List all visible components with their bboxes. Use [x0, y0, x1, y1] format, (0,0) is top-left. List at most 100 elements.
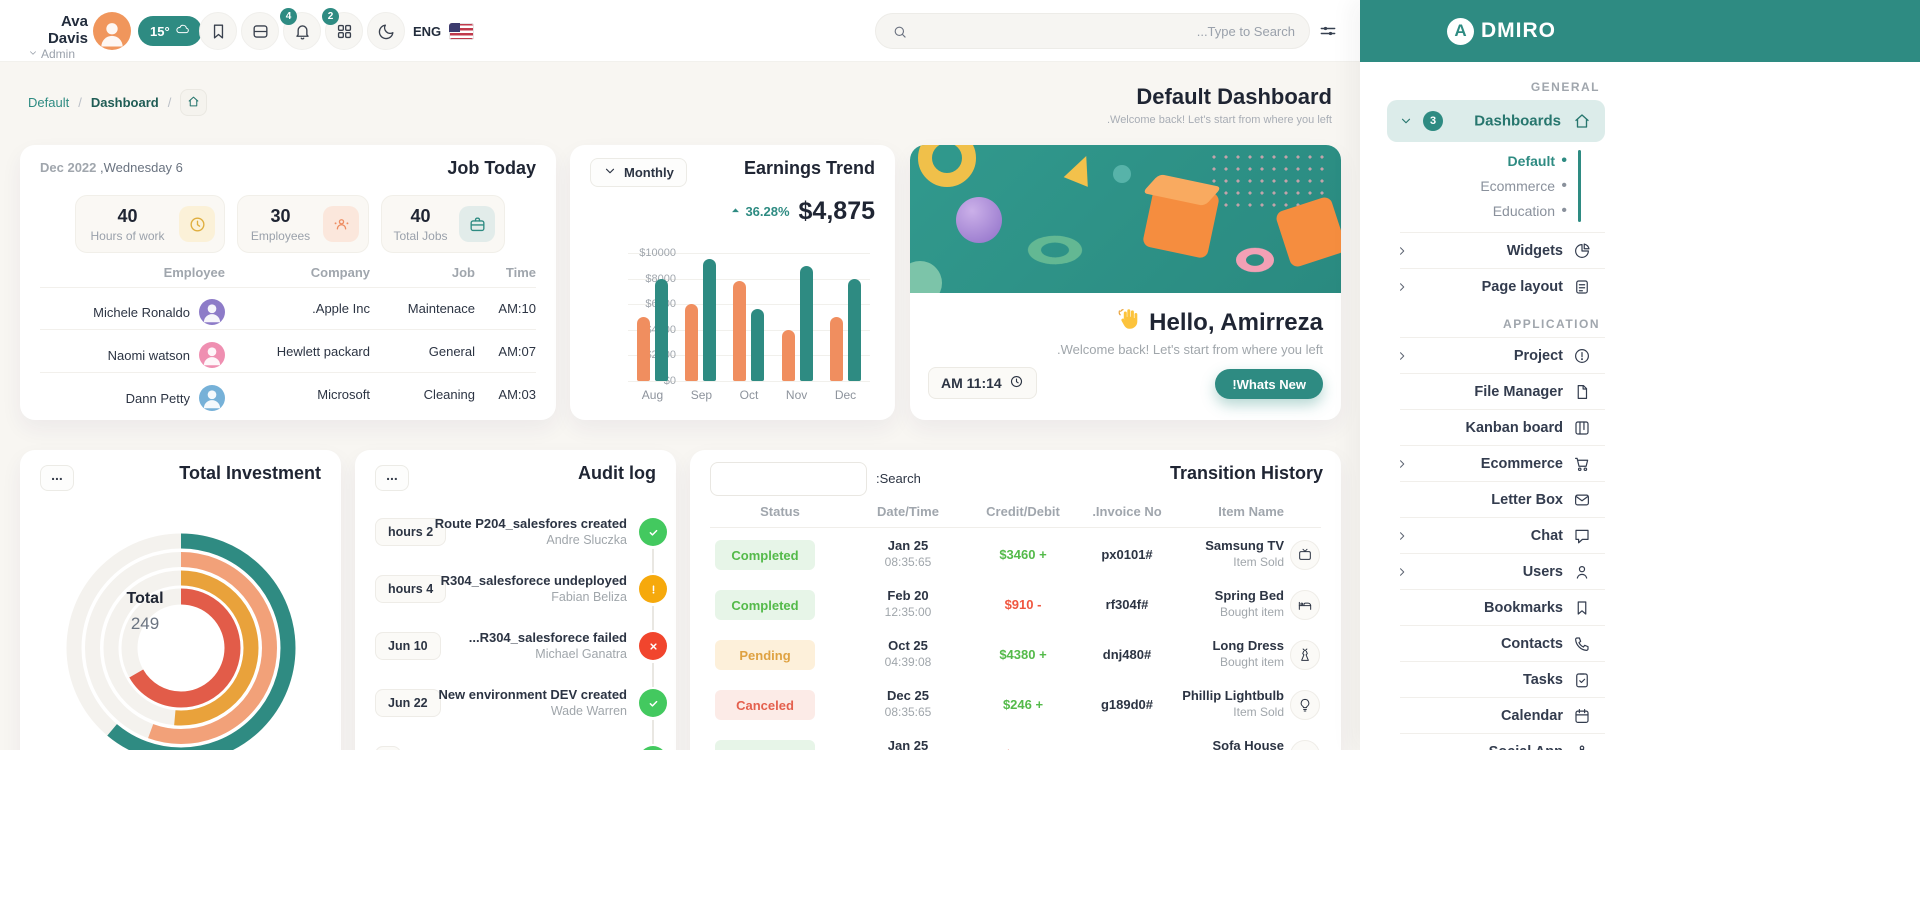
audit-date-chip[interactable]: hours 4	[375, 575, 447, 603]
sidebar-item-ecommerce[interactable]: Ecommerce	[1387, 446, 1605, 481]
sidebar-item-calendar[interactable]: Calendar	[1387, 698, 1605, 733]
sidebar-item-letter-box[interactable]: Letter Box	[1387, 482, 1605, 517]
employee-avatar[interactable]	[199, 385, 225, 411]
bookmark-button[interactable]	[199, 12, 237, 50]
trans-date: Oct 25	[888, 638, 928, 653]
employee-avatar[interactable]	[199, 342, 225, 368]
audit-date-chip[interactable]: Jun 10	[375, 632, 441, 660]
weather-pill[interactable]: 15°	[138, 16, 202, 46]
job-col-employee: Employee	[163, 265, 225, 280]
bar[interactable]	[685, 304, 699, 381]
trans-date: Dec 25	[887, 688, 929, 703]
trans-item-name: Spring Bed	[1214, 588, 1284, 603]
employee-avatar[interactable]	[199, 299, 225, 325]
trans-amount: $920 -	[968, 747, 1078, 750]
audit-date-chip[interactable]: hours 2	[375, 518, 447, 546]
bookmark-icon	[209, 22, 228, 41]
sidebar-item-dashboards[interactable]: 3 Dashboards	[1387, 100, 1605, 142]
card-menu-button[interactable]: ...	[375, 465, 409, 491]
trans-item-name: Long Dress	[1212, 638, 1284, 653]
sidebar-item-users[interactable]: Users	[1387, 554, 1605, 589]
trans-invoice: #	[1072, 747, 1182, 750]
dots-pattern	[1208, 151, 1328, 209]
search-input[interactable]	[916, 14, 1295, 48]
trans-col: .Invoice No	[1092, 504, 1162, 519]
sidebar-item-bookmarks[interactable]: Bookmarks	[1387, 590, 1605, 625]
sidebar-subitem-default[interactable]: Default •	[1507, 151, 1567, 169]
sliders-icon[interactable]	[1318, 21, 1338, 46]
breadcrumb: Default / Dashboard /	[28, 89, 208, 116]
audit-user: Wade Warren	[550, 704, 627, 718]
bar[interactable]	[751, 309, 765, 381]
sidebar-item-contacts[interactable]: Contacts	[1387, 626, 1605, 661]
sidebar-item-project[interactable]: Project	[1387, 338, 1605, 373]
status-badge: Completed	[715, 540, 815, 570]
stat-value: 40	[410, 205, 431, 226]
sofa-icon	[1290, 740, 1320, 750]
trans-col: Status	[760, 504, 800, 519]
trans-item-sub: Bought item	[1219, 655, 1284, 669]
stat-value: 30	[270, 205, 291, 226]
store-button[interactable]: 2	[322, 8, 363, 50]
panel-button[interactable]	[241, 12, 279, 50]
period-dropdown[interactable]: Monthly	[590, 158, 687, 187]
audit-log-card: ... Audit log hours 2 Route P204_salesfor…	[355, 450, 676, 750]
trans-date: Jan 25	[887, 538, 929, 553]
investment-ring	[103, 570, 259, 726]
bar[interactable]	[848, 279, 862, 381]
sidebar-item-page-layout[interactable]: Page layout	[1387, 269, 1605, 304]
sidebar-item-social-app[interactable]: Social App	[1387, 734, 1605, 750]
sidebar-item-widgets[interactable]: Widgets	[1387, 233, 1605, 268]
moon-button[interactable]	[367, 12, 405, 50]
y-tick: $8000	[616, 273, 676, 285]
logo-mark-icon: A	[1447, 17, 1474, 45]
user-name[interactable]: Ava Davis	[47, 13, 88, 47]
trans-time: 04:39:08	[884, 655, 932, 669]
sidebar-section-label: APPLICATION	[1503, 317, 1600, 331]
bar[interactable]	[733, 281, 747, 381]
job-cell: Maintenace	[407, 301, 475, 316]
bar[interactable]	[799, 266, 813, 381]
audit-date-chip[interactable]	[375, 746, 401, 750]
sidebar-item-chat[interactable]: Chat	[1387, 518, 1605, 553]
brand-logo[interactable]: A DMIRO	[1360, 0, 1920, 62]
file-icon	[1573, 383, 1591, 401]
whats-new-button[interactable]: !Whats New	[1215, 369, 1323, 399]
weather-temperature: 15°	[150, 23, 170, 39]
greeting-illustration	[910, 145, 1341, 293]
page-title: Default Dashboard	[1136, 84, 1332, 109]
chevron-right-icon	[1396, 566, 1408, 578]
audit-user: Fabian Beliza	[551, 590, 627, 604]
job-stat-employees: 30 Employees	[237, 195, 369, 253]
sidebar-subitem-ecommerce[interactable]: Ecommerce •	[1480, 176, 1567, 194]
bell-button[interactable]: 4	[280, 8, 321, 50]
user-role-dropdown[interactable]: Admin	[28, 47, 88, 61]
user-icon	[1573, 563, 1591, 581]
audit-date-chip[interactable]: Jun 22	[375, 689, 441, 717]
avatar[interactable]	[93, 12, 131, 50]
sidebar-subitem-education[interactable]: Education •	[1492, 201, 1567, 219]
sidebar-item-tasks[interactable]: Tasks	[1387, 662, 1605, 697]
transition-search-input[interactable]	[710, 462, 867, 496]
time-chip[interactable]: AM 11:14	[928, 367, 1037, 399]
job-date: Dec 2022 ,Wednesday 6	[40, 160, 183, 175]
bar[interactable]	[703, 259, 717, 381]
page-subtitle: .Welcome back! Let's start from where yo…	[1106, 114, 1332, 126]
job-col-company: Company	[310, 265, 370, 280]
earnings-card: Monthly Earnings Trend 36.28% $4,875 $10…	[570, 145, 895, 420]
breadcrumb-home-button[interactable]	[180, 89, 208, 116]
bar[interactable]	[781, 330, 795, 381]
bar[interactable]	[830, 317, 844, 381]
job-cell: Cleaning	[423, 387, 475, 402]
breadcrumb-link-default[interactable]: Default	[28, 95, 70, 110]
audit-event: ...R304_salesforece failed	[468, 630, 627, 645]
bar[interactable]	[654, 279, 668, 381]
sidebar-item-file-manager[interactable]: File Manager	[1387, 374, 1605, 409]
language-switcher[interactable]: ENG	[413, 23, 475, 40]
breadcrumb-link-dashboard[interactable]: Dashboard	[90, 95, 159, 110]
sidebar-item-kanban-board[interactable]: Kanban board	[1387, 410, 1605, 445]
card-menu-button[interactable]: ...	[40, 465, 74, 491]
bar[interactable]	[636, 317, 650, 381]
employee-name: Michele Ronaldo	[93, 304, 190, 320]
